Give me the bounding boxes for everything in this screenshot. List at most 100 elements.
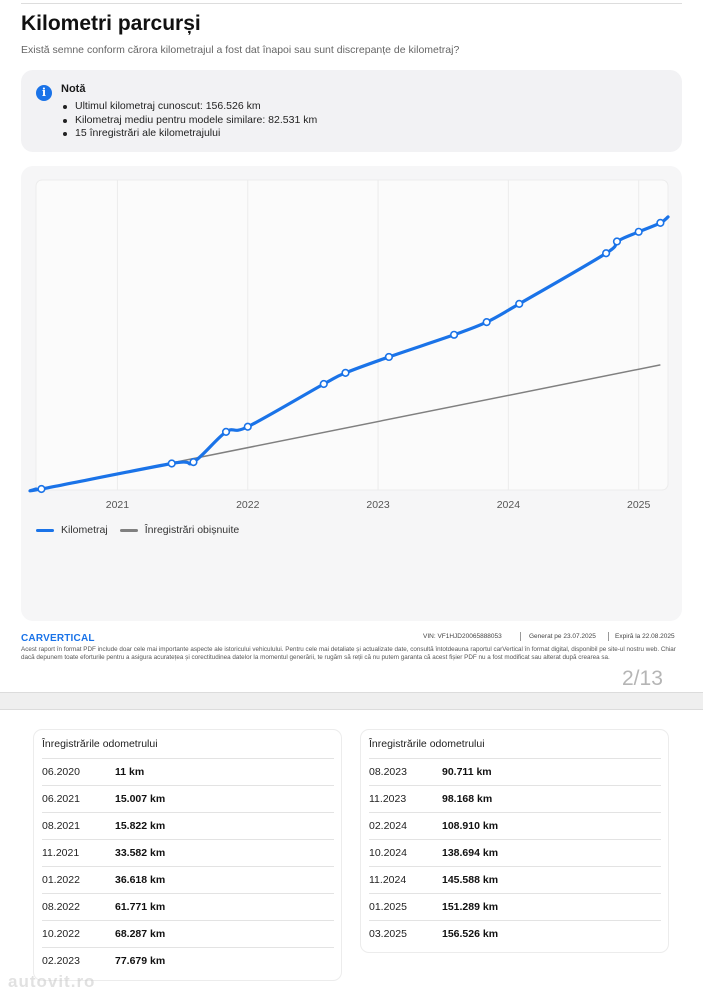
record-mileage: 36.618 km	[115, 874, 166, 886]
record-date: 11.2023	[369, 793, 407, 805]
record-date: 11.2021	[42, 847, 80, 859]
odometer-rows: 08.2023 90.711 km 11.2023 98.168 km 02.2024 1…	[369, 758, 661, 947]
table-row: 02.2024 108.910 km	[369, 812, 661, 839]
legend-item-typical: Înregistrări obișnuite	[119, 524, 240, 536]
record-mileage: 90.711 km	[442, 766, 492, 778]
record-date: 01.2022	[42, 874, 80, 886]
record-date: 03.2025	[369, 928, 407, 940]
table-row: 11.2024 145.588 km	[369, 866, 661, 893]
footer-expires: Expiră la 22.08.2025	[615, 633, 675, 640]
record-mileage: 151.289 km	[442, 901, 499, 913]
mileage-point	[515, 299, 524, 308]
mileage-point	[612, 237, 622, 246]
record-date: 08.2021	[42, 820, 80, 832]
odometer-header: Înregistrările odometrului	[42, 738, 158, 750]
record-mileage: 68.287 km	[115, 928, 166, 940]
legend-item-mileage: Kilometraj	[36, 524, 108, 536]
watermark-logo: autovit.ro	[8, 972, 96, 991]
table-row: 06.2020 11 km	[42, 758, 334, 785]
chart-legend: Kilometraj Înregistrări obișnuite	[36, 524, 251, 536]
record-mileage: 15.822 km	[115, 820, 166, 832]
footer-separator	[608, 632, 609, 641]
mileage-point	[167, 459, 176, 468]
mileage-point	[449, 330, 459, 339]
legend-label-mileage: Kilometraj	[61, 524, 108, 536]
table-row: 08.2022 61.771 km	[42, 893, 334, 920]
note-item: Kilometraj mediu pentru modele similare:…	[61, 114, 317, 128]
x-tick-label: 2024	[497, 499, 521, 511]
info-icon: i	[36, 85, 52, 101]
table-row: 10.2024 138.694 km	[369, 839, 661, 866]
record-mileage: 15.007 km	[115, 793, 166, 805]
note-item: 15 înregistrări ale kilometrajului	[61, 127, 317, 141]
footer-separator	[520, 632, 521, 641]
footer-disclaimer: Acest raport în format PDF include doar …	[21, 646, 676, 661]
note-box: i Notă Ultimul kilometraj cunoscut: 156.…	[21, 70, 682, 152]
odometer-rows: 06.2020 11 km 06.2021 15.007 km 08.2021 15.82…	[42, 758, 334, 974]
page-subtitle: Există semne conform cărora kilometrajul…	[21, 44, 460, 56]
record-date: 06.2021	[42, 793, 80, 805]
x-tick-label: 2023	[366, 499, 390, 511]
mileage-point	[634, 227, 643, 236]
table-row: 03.2025 156.526 km	[369, 920, 661, 947]
note-list: Ultimul kilometraj cunoscut: 156.526 km …	[61, 100, 317, 141]
record-mileage: 98.168 km	[442, 793, 493, 805]
footer-vin: VIN: VF1HJD20065888053	[423, 633, 502, 640]
record-date: 11.2024	[369, 874, 407, 886]
footer-generated: Generat pe 23.07.2025	[529, 633, 596, 640]
table-row: 06.2021 15.007 km	[42, 785, 334, 812]
note-title: Notă	[61, 83, 86, 95]
record-mileage: 61.771 km	[115, 901, 166, 913]
table-row: 08.2023 90.711 km	[369, 758, 661, 785]
table-row: 11.2023 98.168 km	[369, 785, 661, 812]
odometer-card-right: Înregistrările odometrului 08.2023 90.711…	[361, 730, 668, 952]
record-date: 10.2024	[369, 847, 407, 859]
legend-swatch-typical	[119, 528, 138, 532]
mileage-point	[37, 484, 46, 494]
legend-label-typical: Înregistrări obișnuite	[144, 524, 240, 536]
record-date: 10.2022	[42, 928, 80, 940]
mileage-point	[656, 218, 665, 228]
mileage-point	[221, 427, 231, 437]
table-row: 08.2021 15.822 km	[42, 812, 334, 839]
table-row: 11.2021 33.582 km	[42, 839, 334, 866]
plot-area	[35, 179, 669, 491]
page-break	[0, 692, 703, 710]
record-date: 08.2022	[42, 901, 80, 913]
record-date: 01.2025	[369, 901, 407, 913]
legend-swatch-mileage	[36, 528, 54, 532]
mileage-chart: 2021 2022 2023 2024 2025	[28, 179, 670, 511]
x-tick-label: 2022	[236, 499, 260, 511]
mileage-point	[341, 368, 350, 378]
record-mileage: 11 km	[115, 766, 145, 778]
mileage-point	[243, 422, 252, 431]
record-mileage: 33.582 km	[115, 847, 166, 859]
table-row: 02.2023 77.679 km	[42, 947, 334, 974]
mileage-point	[319, 379, 328, 389]
page-title: Kilometri parcurși	[21, 12, 201, 35]
top-divider	[21, 3, 682, 4]
record-mileage: 77.679 km	[115, 955, 166, 967]
record-mileage: 156.526 km	[442, 928, 499, 940]
mileage-point	[384, 352, 394, 362]
x-tick-label: 2025	[627, 499, 651, 511]
note-item: Ultimul kilometraj cunoscut: 156.526 km	[61, 100, 317, 114]
mileage-point	[602, 249, 611, 258]
mileage-point	[189, 458, 198, 467]
record-mileage: 138.694 km	[442, 847, 499, 859]
record-date: 08.2023	[369, 766, 407, 778]
mileage-point	[482, 318, 491, 327]
record-date: 02.2023	[42, 955, 80, 967]
record-mileage: 145.588 km	[442, 874, 499, 886]
x-tick-label: 2021	[106, 499, 130, 511]
record-date: 06.2020	[42, 766, 80, 778]
odometer-header: Înregistrările odometrului	[369, 738, 485, 750]
carvertical-logo: CARVERTICAL	[21, 633, 95, 644]
table-row: 01.2022 36.618 km	[42, 866, 334, 893]
table-row: 10.2022 68.287 km	[42, 920, 334, 947]
odometer-card-left: Înregistrările odometrului 06.2020 11 km 0…	[34, 730, 341, 980]
table-row: 01.2025 151.289 km	[369, 893, 661, 920]
record-mileage: 108.910 km	[442, 820, 499, 832]
page-number: 2/13	[622, 667, 663, 690]
record-date: 02.2024	[369, 820, 407, 832]
